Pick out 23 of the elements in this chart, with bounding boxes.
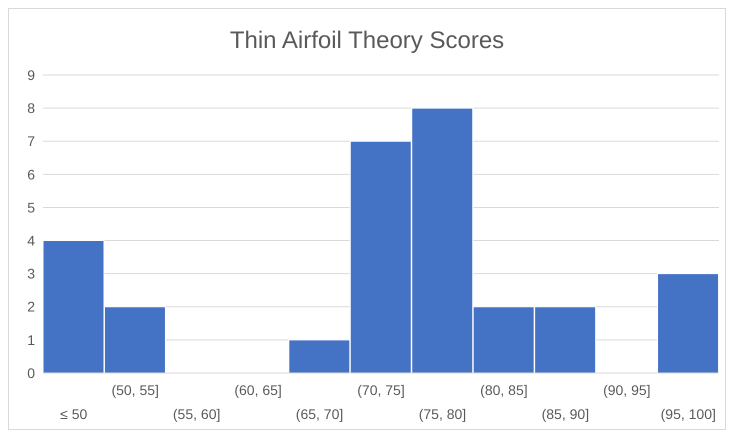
chart-title: Thin Airfoil Theory Scores <box>228 27 506 56</box>
x-tick-label: ≤ 50 <box>60 406 88 422</box>
y-tick-label: 5 <box>27 199 36 216</box>
y-tick-label: 1 <box>27 332 36 348</box>
y-tick-label: 9 <box>27 66 36 83</box>
y-tick-label: 7 <box>27 133 36 150</box>
x-tick-label: (75, 80] <box>418 406 466 422</box>
bar <box>657 273 720 373</box>
x-tick-label: (55, 60] <box>172 406 220 422</box>
y-tick-label: 6 <box>27 166 36 182</box>
x-tick-label: (85, 90] <box>542 406 590 422</box>
x-tick-label: (60, 65] <box>234 382 282 398</box>
y-tick-label: 2 <box>27 298 36 315</box>
x-tick-label: (50, 55] <box>111 382 159 398</box>
y-tick-label: 0 <box>27 364 36 381</box>
x-tick-label: (95, 100] <box>660 406 716 422</box>
x-tick-label: (80, 85] <box>480 382 528 398</box>
x-tick-label: (65, 70] <box>296 406 344 422</box>
x-tick-label: (90, 95] <box>603 382 651 398</box>
y-tick-label: 4 <box>27 232 36 249</box>
y-tick-label: 3 <box>27 266 36 282</box>
y-tick-label: 8 <box>27 100 36 116</box>
x-tick-label: (70, 75] <box>357 382 405 398</box>
